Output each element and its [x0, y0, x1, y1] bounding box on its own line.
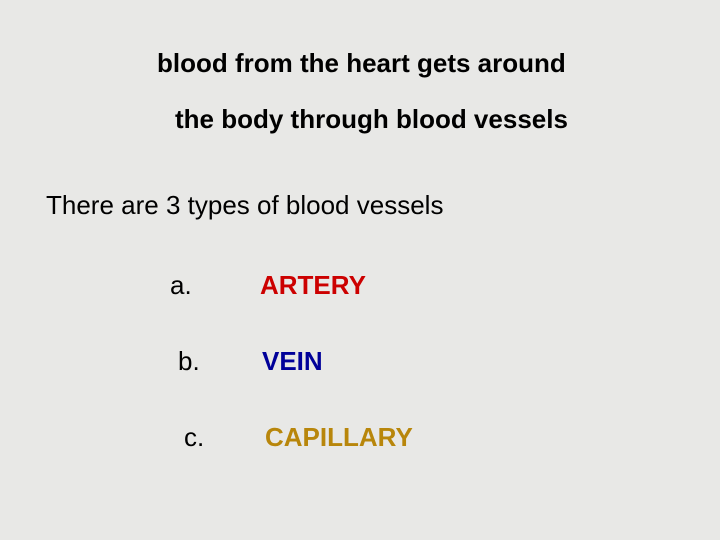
list-marker-a: a.: [170, 270, 192, 301]
heading-line-2: the body through blood vessels: [175, 104, 568, 135]
intro-text: There are 3 types of blood vessels: [46, 190, 443, 221]
list-label-capillary: CAPILLARY: [265, 422, 413, 453]
list-label-vein: VEIN: [262, 346, 323, 377]
list-marker-b: b.: [178, 346, 200, 377]
slide: blood from the heart gets around the bod…: [0, 0, 720, 540]
list-label-artery: ARTERY: [260, 270, 366, 301]
heading-line-1: blood from the heart gets around: [157, 48, 566, 79]
list-marker-c: c.: [184, 422, 204, 453]
